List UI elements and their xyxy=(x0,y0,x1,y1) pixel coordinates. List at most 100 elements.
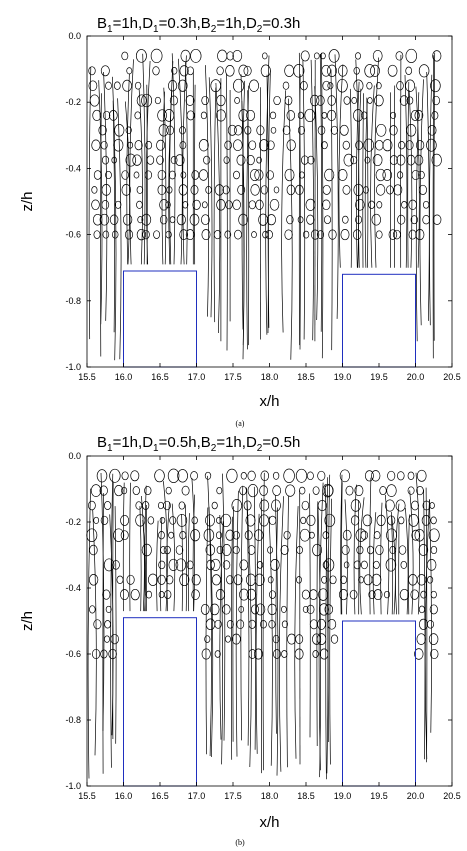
particle-orbit xyxy=(147,573,158,586)
chart-title: B1=1h,D1=0.3h,B2=1h,D2=0.3h xyxy=(97,15,300,35)
particle-orbit xyxy=(320,52,326,60)
particle-orbit xyxy=(248,619,256,629)
particle-trajectory xyxy=(241,100,245,346)
particle-orbit xyxy=(258,213,268,226)
particle-orbit xyxy=(309,589,318,600)
particle-orbit xyxy=(201,229,211,241)
particle-trajectory xyxy=(100,472,105,731)
particle-orbit xyxy=(432,214,442,225)
particle-orbit xyxy=(330,125,339,135)
particle-orbit xyxy=(113,528,125,542)
plot-frame xyxy=(86,35,453,368)
particle-orbit xyxy=(260,185,269,195)
particle-orbit xyxy=(167,468,180,483)
particle-trajectory xyxy=(169,61,174,265)
particle-orbit xyxy=(388,229,398,240)
particle-orbit xyxy=(343,96,351,105)
particle-orbit xyxy=(375,82,382,90)
particle-orbit xyxy=(180,171,187,179)
particle-trajectory xyxy=(359,497,365,615)
particle-orbit xyxy=(302,605,309,613)
particle-orbit xyxy=(368,200,375,209)
particle-orbit xyxy=(262,52,268,60)
y-tick-label: -0.4 xyxy=(65,163,81,173)
particle-orbit xyxy=(428,633,439,645)
particle-orbit xyxy=(186,110,195,121)
particle-trajectory xyxy=(384,494,390,615)
particle-trajectory xyxy=(281,90,287,333)
particle-orbit xyxy=(250,184,260,196)
particle-orbit xyxy=(321,64,331,77)
particle-trajectory xyxy=(98,80,103,325)
particle-orbit xyxy=(159,215,168,225)
particle-trajectory xyxy=(362,93,364,268)
particle-orbit xyxy=(370,64,380,77)
particle-orbit xyxy=(401,201,408,209)
submerged-structure-1 xyxy=(123,270,197,368)
particle-orbit xyxy=(269,590,276,599)
particle-orbit xyxy=(237,185,246,195)
particle-orbit xyxy=(101,155,110,165)
particle-orbit xyxy=(322,80,331,91)
particle-orbit xyxy=(133,171,140,179)
particle-orbit xyxy=(200,603,210,615)
particle-orbit xyxy=(203,528,215,542)
particle-orbit xyxy=(342,140,350,150)
particle-orbit xyxy=(395,499,406,512)
particle-orbit xyxy=(233,125,243,136)
y-tick-label: -0.6 xyxy=(65,649,81,659)
particle-orbit xyxy=(136,200,143,209)
particle-orbit xyxy=(416,574,427,586)
particle-orbit xyxy=(309,619,318,630)
particle-trajectory xyxy=(87,488,91,779)
particle-orbit xyxy=(91,199,100,211)
particle-orbit xyxy=(336,78,348,93)
particle-trajectory xyxy=(327,474,331,743)
particle-orbit xyxy=(393,184,403,196)
particle-orbit xyxy=(102,230,110,239)
particle-orbit xyxy=(414,648,424,660)
title-symbol: B xyxy=(97,434,107,451)
x-tick-label: 16.0 xyxy=(115,791,133,801)
particle-orbit xyxy=(328,49,340,63)
particle-orbit xyxy=(390,111,397,119)
x-tick-label: 18.0 xyxy=(261,791,279,801)
particle-orbit xyxy=(339,469,351,483)
particle-trajectory xyxy=(194,84,196,265)
particle-orbit xyxy=(363,574,373,586)
particle-trajectory xyxy=(226,74,228,351)
particle-trajectory xyxy=(103,71,108,321)
particle-orbit xyxy=(362,514,373,527)
particle-orbit xyxy=(163,500,171,511)
particle-trajectory xyxy=(187,513,190,612)
particle-orbit xyxy=(222,185,230,195)
particle-orbit xyxy=(337,169,348,181)
particle-trajectory xyxy=(374,57,379,268)
particle-orbit xyxy=(179,126,186,135)
particle-orbit xyxy=(185,229,195,241)
particle-orbit xyxy=(405,140,414,151)
particle-trajectory xyxy=(246,487,250,746)
particle-trajectory xyxy=(112,76,117,361)
particle-trajectory xyxy=(114,506,117,744)
particle-orbit xyxy=(297,111,304,120)
particle-orbit xyxy=(362,186,369,194)
y-tick-label: -1.0 xyxy=(65,362,81,372)
particle-orbit xyxy=(232,199,241,211)
particle-orbit xyxy=(280,545,289,555)
particle-orbit xyxy=(428,528,440,542)
particle-orbit xyxy=(251,604,259,615)
particle-trajectory xyxy=(358,88,362,268)
particle-orbit xyxy=(323,484,334,497)
particle-orbit xyxy=(416,469,427,482)
particle-orbit xyxy=(373,560,380,569)
particle-orbit xyxy=(295,634,304,644)
particle-orbit xyxy=(293,64,305,78)
particle-trajectory xyxy=(275,507,278,734)
particle-orbit xyxy=(299,486,306,495)
particle-orbit xyxy=(407,471,415,480)
particle-orbit xyxy=(372,49,383,62)
particle-orbit xyxy=(296,576,302,584)
submerged-structure-2 xyxy=(342,273,416,368)
particle-orbit xyxy=(104,635,110,643)
